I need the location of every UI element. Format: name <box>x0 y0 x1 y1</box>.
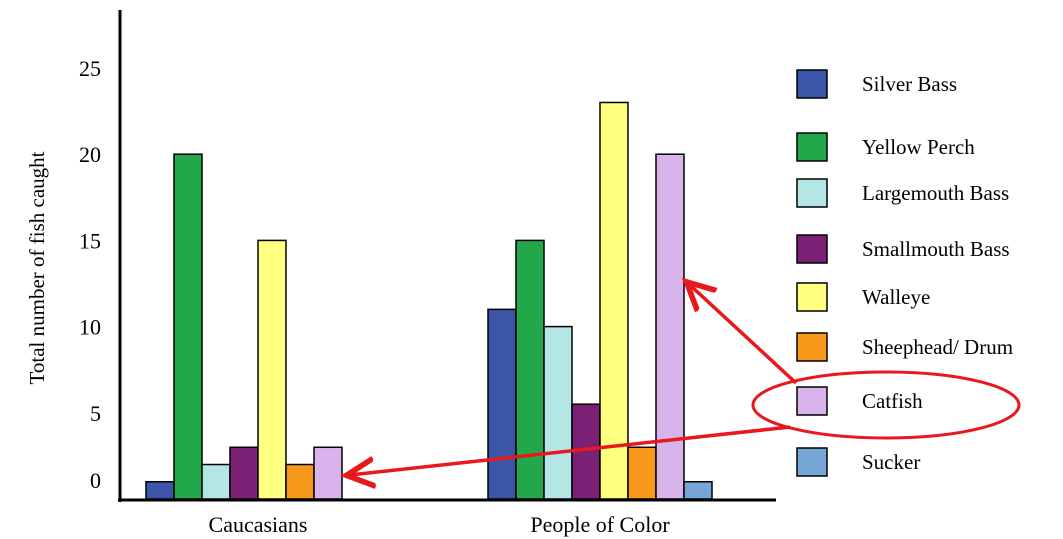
legend: Silver Bass Yellow Perch Largemouth Bass Sm… <box>796 69 1013 477</box>
category-label: Caucasians <box>209 512 308 537</box>
y-tick-label: 15 <box>79 228 101 253</box>
legend-label: Walleye <box>862 285 930 309</box>
bar-people-of-color-sheephead-drum <box>627 446 657 500</box>
y-tick-label: 0 <box>90 468 101 493</box>
category-labels: Caucasians People of Color <box>209 512 671 537</box>
legend-swatch-sucker <box>796 447 828 477</box>
bars <box>145 101 713 500</box>
bar-people-of-color-walleye <box>599 101 629 500</box>
bar-caucasians-sheephead-drum <box>285 463 315 500</box>
bar-people-of-color-sucker <box>683 481 713 500</box>
axes <box>118 10 776 502</box>
legend-swatch-smallmouth-bass <box>796 234 828 264</box>
y-ticks: 0 5 10 15 20 25 <box>79 56 101 493</box>
legend-label: Smallmouth Bass <box>862 237 1010 261</box>
bar-caucasians-silver-bass <box>145 481 175 500</box>
bar-caucasians-yellow-perch <box>173 153 203 500</box>
legend-label: Catfish <box>862 389 923 413</box>
bar-people-of-color-largemouth-bass <box>543 325 573 500</box>
annotations <box>350 284 1021 475</box>
legend-swatch-silver-bass <box>796 69 828 99</box>
legend-label: Largemouth Bass <box>862 181 1009 205</box>
legend-label: Sucker <box>862 450 920 474</box>
bar-caucasians-smallmouth-bass <box>229 446 259 500</box>
bar-people-of-color-silver-bass <box>487 308 517 500</box>
legend-swatch-yellow-perch <box>796 132 828 162</box>
bar-caucasians-largemouth-bass <box>201 463 231 500</box>
legend-swatch-largemouth-bass <box>796 178 828 208</box>
bar-caucasians-catfish <box>313 446 343 500</box>
y-axis-label: Total number of fish caught <box>25 151 49 384</box>
annotation-ellipse <box>751 370 1021 440</box>
y-tick-label: 25 <box>79 56 101 81</box>
legend-swatch-catfish <box>796 386 828 416</box>
legend-swatch-walleye <box>796 282 828 312</box>
bar-people-of-color-yellow-perch <box>515 239 545 500</box>
legend-swatch-sheephead-drum <box>796 332 828 362</box>
category-label: People of Color <box>530 512 670 537</box>
y-tick-label: 20 <box>79 142 101 167</box>
legend-label: Sheephead/ Drum <box>862 335 1013 359</box>
legend-label: Yellow Perch <box>862 135 975 159</box>
annotation-arrow-caucasians <box>350 425 791 475</box>
bar-caucasians-walleye <box>257 239 287 500</box>
y-tick-label: 5 <box>90 401 101 426</box>
annotation-arrow-people-of-color <box>689 284 798 385</box>
legend-label: Silver Bass <box>862 72 957 96</box>
bar-people-of-color-catfish <box>655 153 685 500</box>
y-tick-label: 10 <box>79 315 101 340</box>
